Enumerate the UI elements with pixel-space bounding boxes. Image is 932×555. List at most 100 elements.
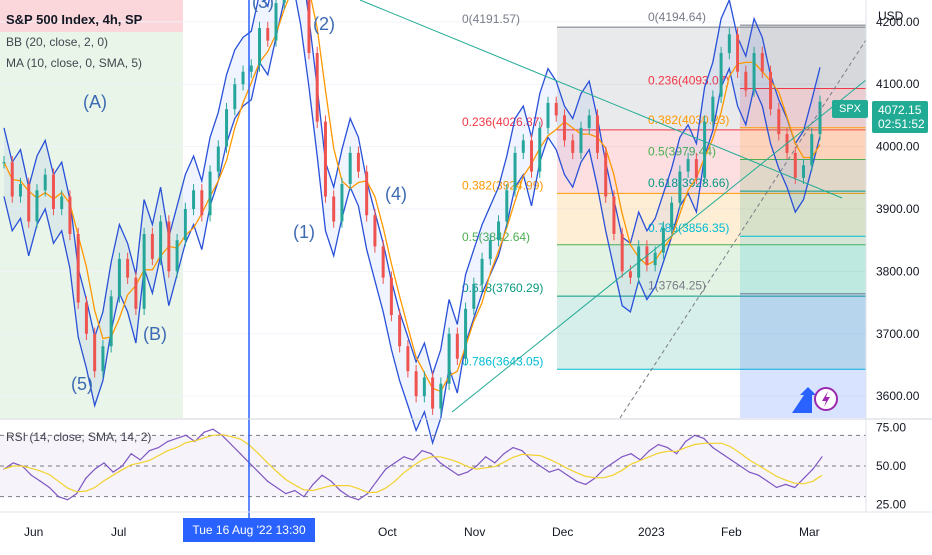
bollinger-legend[interactable]: BB (20, close, 2, 0) — [6, 35, 109, 49]
rsi-tick-label: 75.00 — [876, 421, 906, 435]
price-candle-body — [340, 184, 344, 222]
fib-right-level-label: 1(3764.25) — [648, 279, 706, 293]
elliott-wave-label: (4) — [385, 184, 407, 204]
projection-dashed-line — [619, 39, 867, 419]
price-candle-body — [258, 28, 262, 66]
price-candle-body — [27, 184, 31, 222]
price-candle-body — [43, 174, 47, 191]
price-candle-body — [109, 296, 113, 347]
time-axis-label: Feb — [721, 525, 742, 539]
ascending-trendline — [451, 79, 867, 413]
price-candle-body — [233, 84, 237, 110]
rsi-line — [3, 428, 823, 501]
fib-right-zone — [740, 236, 866, 294]
time-axis-label: Nov — [464, 525, 485, 539]
fib-right-level-label: 0.382(4030.23) — [648, 113, 729, 127]
price-candle-body — [422, 377, 426, 397]
price-candle-body — [208, 171, 212, 216]
price-candle-body — [365, 171, 369, 216]
last-price: 4072.15 — [878, 103, 922, 117]
price-candle-body — [225, 109, 229, 147]
price-candle-body — [538, 127, 542, 172]
price-candle-body — [51, 174, 55, 209]
time-axis-label: 2023 — [638, 525, 665, 539]
moving-average-legend[interactable]: MA (10, close, 0, SMA, 5) — [6, 56, 143, 70]
price-tick-label: 4200.00 — [876, 15, 920, 29]
price-candle-body — [587, 115, 591, 128]
price-candle-body — [810, 134, 814, 166]
price-candle-body — [505, 190, 509, 222]
price-candle-body — [348, 152, 352, 185]
elliott-wave-label: (B) — [143, 324, 167, 344]
price-candle-body — [315, 53, 319, 122]
price-candle-body — [439, 383, 443, 409]
price-candle-body — [777, 109, 781, 135]
price-candle-body — [620, 233, 624, 272]
price-candle-body — [84, 302, 88, 334]
price-candle-body — [488, 240, 492, 259]
price-candle-body — [595, 115, 599, 153]
price-candle-body — [175, 240, 179, 272]
rsi-tick-label: 25.00 — [876, 497, 906, 511]
price-candle-body — [554, 102, 558, 116]
price-candle-body — [10, 162, 14, 197]
elliott-wave-label: (3) — [252, 0, 274, 12]
price-candle-body — [711, 96, 715, 122]
price-tick-label: 4000.00 — [876, 140, 920, 154]
tradingview-logo — [792, 387, 838, 413]
price-candle-body — [760, 53, 764, 72]
price-candle-body — [167, 221, 171, 272]
wave-zone-red — [0, 0, 183, 32]
price-candle-body — [134, 277, 138, 309]
price-candle-body — [736, 34, 740, 72]
price-candle-body — [266, 28, 270, 41]
time-axis-label: Jun — [24, 525, 43, 539]
price-candle-body — [142, 233, 146, 309]
price-candle-body — [612, 196, 616, 234]
price-candle-body — [513, 152, 517, 191]
price-candle-body — [389, 277, 393, 316]
rsi-tick-label: 50.00 — [876, 459, 906, 473]
price-candle-body — [678, 171, 682, 203]
price-candle-body — [192, 190, 196, 209]
fib-right-zone — [740, 191, 866, 237]
price-candle-body — [431, 377, 435, 409]
price-candle-body — [472, 283, 476, 309]
time-axis-label: Jul — [111, 525, 126, 539]
bar-countdown: 02:51:52 — [878, 117, 925, 131]
bollinger-lower-line — [3, 0, 821, 446]
price-candle-body — [101, 346, 105, 372]
elliott-wave-label: (2) — [313, 14, 335, 34]
fib-right-level-label: 0.5(3979.44) — [648, 144, 716, 158]
price-candle-body — [216, 146, 220, 172]
price-candle-body — [2, 162, 6, 164]
fib-left-level-label: 0.786(3643.05) — [462, 354, 543, 368]
price-candle-body — [241, 71, 245, 85]
price-candle-body — [249, 65, 253, 72]
price-tick-label: 3900.00 — [876, 202, 920, 216]
price-candle-body — [274, 3, 278, 41]
time-axis-label: Mar — [799, 525, 820, 539]
price-candle-body — [604, 152, 608, 197]
price-candle-body — [562, 115, 566, 141]
descending-trendline — [359, 0, 843, 199]
price-candle-body — [686, 159, 690, 172]
fib-right-level-label: 0.786(3856.35) — [648, 221, 729, 235]
elliott-wave-label: (1) — [293, 222, 315, 242]
price-candle-body — [183, 209, 187, 241]
fib-left-zone — [557, 244, 866, 297]
elliott-wave-label: (A) — [83, 92, 107, 112]
fib-left-level-label: 0.236(4026.87) — [462, 115, 543, 129]
price-candle-body — [521, 140, 525, 153]
fib-left-zone — [557, 296, 866, 370]
fib-right-level-label: 0.236(4093.07) — [648, 74, 729, 88]
last-price-badge: 4072.15 02:51:52 — [872, 101, 928, 133]
bollinger-upper-line — [3, 0, 821, 377]
price-candle-body — [150, 233, 154, 259]
price-candle-body — [727, 34, 731, 54]
price-candle-body — [381, 246, 385, 278]
rsi-legend[interactable]: RSI (14, close, SMA, 14, 2) — [6, 430, 152, 444]
price-candle-body — [282, 0, 286, 4]
